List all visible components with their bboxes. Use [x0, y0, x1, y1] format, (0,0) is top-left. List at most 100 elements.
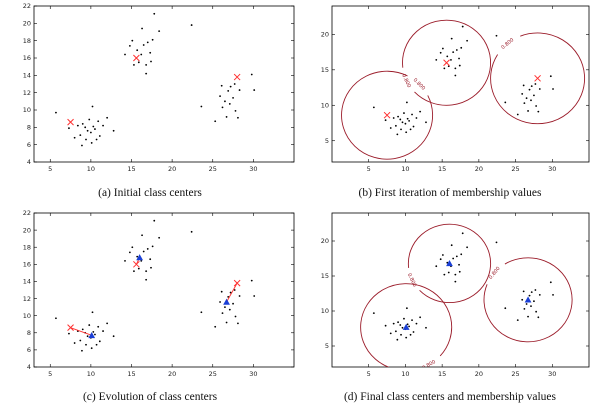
data-point: [131, 246, 134, 249]
final-center-marker: [88, 331, 96, 339]
data-point: [92, 331, 95, 333]
y-tick-label: 16: [23, 54, 31, 62]
data-point: [88, 324, 91, 326]
data-point: [404, 122, 407, 125]
data-point: [76, 124, 79, 127]
data-point: [549, 75, 552, 78]
data-point: [142, 44, 145, 46]
data-point: [530, 85, 533, 88]
data-point: [412, 125, 415, 128]
data-point: [142, 250, 145, 253]
data-point: [133, 270, 135, 273]
data-point: [394, 330, 397, 333]
y-tick-label: 12: [23, 295, 31, 303]
data-point: [403, 317, 405, 320]
data-point: [458, 64, 461, 67]
data-point: [124, 260, 126, 262]
data-point: [435, 265, 438, 268]
data-point: [84, 126, 87, 129]
data-point: [461, 232, 464, 235]
membership-contour: [490, 32, 586, 125]
data-point: [224, 306, 226, 309]
x-tick-label: 5: [367, 165, 371, 173]
data-point: [411, 319, 413, 321]
data-point: [530, 305, 532, 307]
data-point: [409, 128, 412, 131]
final-center-marker: [446, 260, 453, 267]
data-point: [85, 343, 87, 346]
final-center-marker: [524, 296, 532, 303]
x-tick-label: 15: [438, 165, 446, 173]
data-point: [128, 251, 131, 254]
membership-contour: [402, 19, 492, 106]
data-point: [552, 88, 554, 90]
data-point: [405, 131, 408, 134]
data-point: [98, 340, 101, 343]
data-point: [454, 67, 457, 70]
data-point: [522, 290, 525, 293]
subplot-a-svg: 5 10 15 20 25 30 4 6 8 10 12 14 16 18 20 22: [23, 2, 295, 173]
caption-d: (d) Final class centers and membership v…: [343, 391, 557, 403]
x-tick-label: 15: [127, 165, 135, 173]
data-point: [86, 335, 89, 338]
data-point: [237, 116, 239, 119]
data-point: [149, 258, 152, 261]
data-point: [534, 289, 537, 291]
membership-contour: [483, 257, 573, 343]
x-tick-label: 25: [209, 165, 217, 173]
data-point: [495, 241, 498, 244]
data-point: [94, 128, 96, 130]
data-point: [128, 44, 131, 47]
data-point: [527, 315, 529, 318]
initial-center-marker: [534, 74, 541, 82]
plot-frame: [33, 5, 295, 163]
membership-contour: [407, 223, 492, 304]
data-point: [214, 120, 217, 123]
data-point: [219, 301, 221, 303]
data-point: [140, 53, 143, 56]
data-point: [527, 110, 529, 112]
data-point: [401, 326, 404, 329]
x-tick-label: 10: [87, 370, 95, 378]
x-tick-label: 10: [401, 370, 409, 378]
data-point: [399, 324, 402, 326]
data-point: [85, 138, 87, 141]
x-tick-label: 20: [168, 165, 176, 173]
y-tick-label: 5: [325, 137, 329, 145]
data-point: [229, 85, 232, 88]
data-point: [452, 51, 455, 53]
data-point: [454, 280, 457, 283]
x-tick-label: 20: [475, 370, 483, 378]
plot-area: [55, 12, 256, 147]
data-point: [408, 325, 410, 328]
data-point: [234, 109, 237, 112]
data-point: [392, 117, 395, 119]
data-point: [530, 291, 533, 293]
y-tick-label: 10: [321, 101, 329, 109]
data-point: [228, 308, 231, 311]
plot-frame: [331, 212, 590, 368]
x-tick-label: 15: [127, 370, 135, 378]
data-point: [525, 303, 528, 305]
final-center-marker: [402, 323, 410, 330]
data-point: [533, 94, 535, 97]
y-tick-label: 14: [23, 72, 31, 80]
data-point: [225, 116, 228, 118]
final-center-marker: [223, 298, 230, 305]
data-point: [136, 255, 139, 258]
data-point: [224, 100, 226, 103]
data-point: [521, 93, 524, 95]
data-point: [158, 30, 161, 33]
x-tick-label: 30: [548, 370, 556, 378]
data-point: [106, 116, 109, 119]
x-tick-label: 10: [87, 165, 95, 173]
data-point: [443, 67, 446, 70]
data-point: [94, 333, 96, 336]
subplot-c: 5 10 15 20 25 30 4 6 8 10 12 14 16 18 20 22: [20, 209, 296, 381]
subplot-c-svg: 5 10 15 20 25 30 4 6 8 10 12 14 16 18 20 22: [23, 209, 295, 378]
data-point: [372, 106, 375, 109]
data-point: [401, 121, 404, 124]
data-point: [535, 105, 538, 107]
